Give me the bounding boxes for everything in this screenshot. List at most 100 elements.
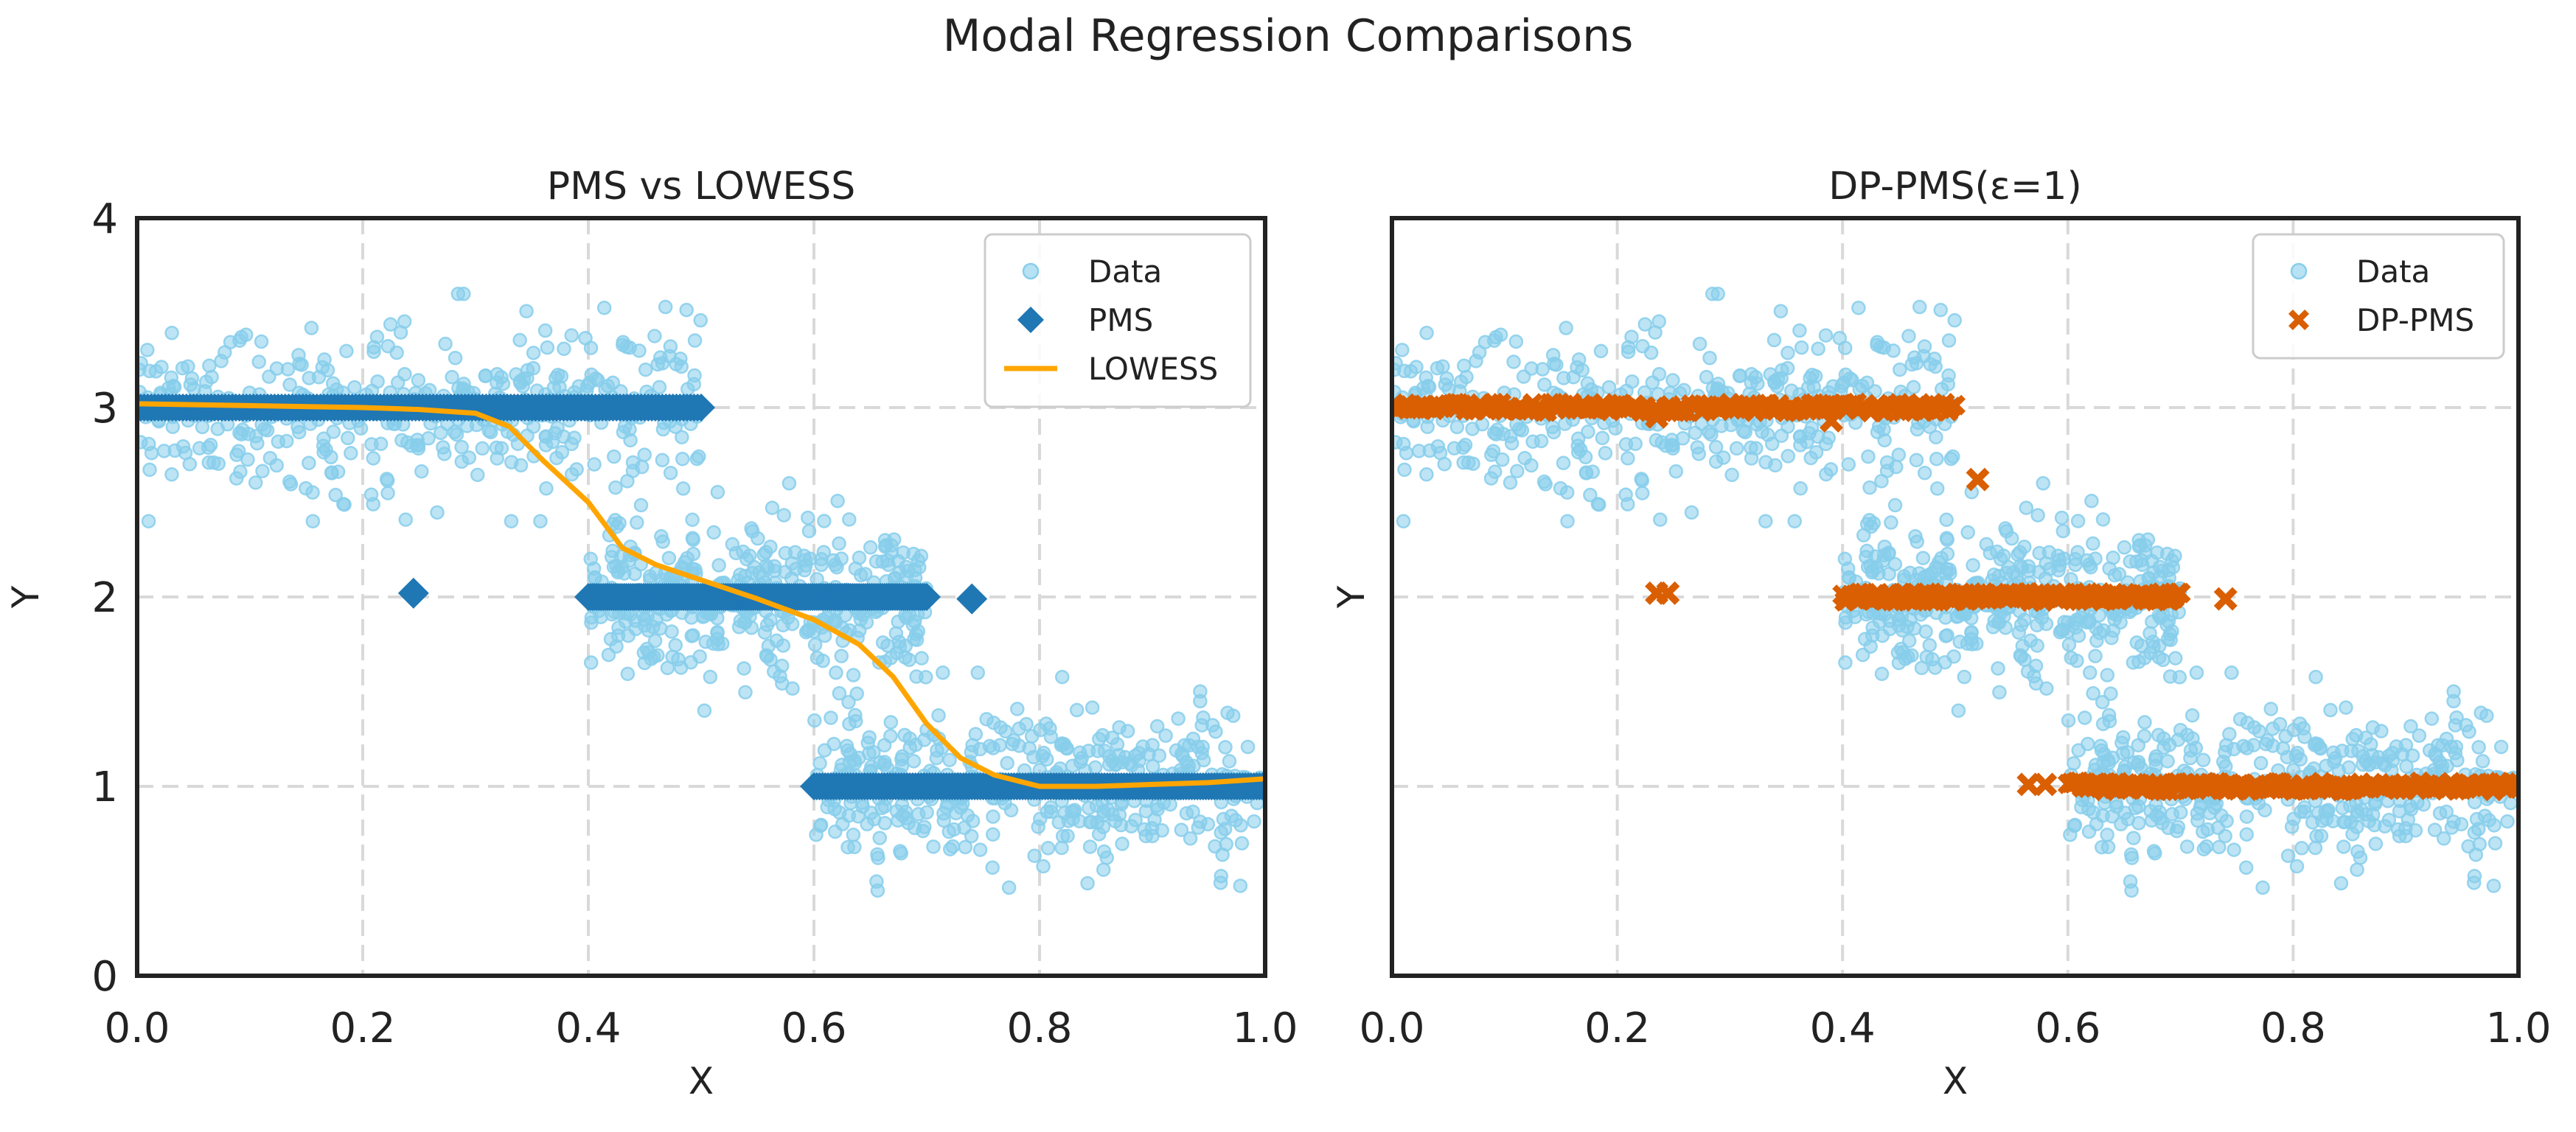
data-point: [282, 377, 297, 392]
data-point: [2151, 727, 2166, 743]
data-point: [1766, 332, 1782, 348]
data-point: [2069, 653, 2084, 668]
data-point: [1557, 416, 1573, 431]
data-point: [703, 669, 718, 685]
data-point: [2345, 827, 2360, 842]
data-point: [251, 354, 267, 369]
data-point: [1073, 755, 1088, 769]
x-tick-label: 0.2: [330, 1005, 395, 1052]
data-point: [2128, 800, 2143, 816]
data-point: [397, 314, 412, 329]
data-point: [1092, 732, 1107, 747]
data-point: [824, 710, 838, 725]
data-point: [1794, 340, 1809, 355]
data-point: [1909, 453, 1924, 468]
data-point: [756, 547, 771, 562]
data-point: [1684, 505, 1699, 520]
data-point: [540, 340, 555, 355]
data-point: [1893, 362, 1907, 377]
data-point: [2100, 828, 2114, 842]
data-point: [2148, 846, 2162, 861]
data-point: [655, 453, 670, 468]
data-point: [2086, 536, 2100, 551]
data-point: [906, 546, 921, 562]
dp-pms-outlier: [2213, 587, 2238, 611]
legend-label: LOWESS: [1088, 351, 1218, 387]
data-point: [1031, 820, 1045, 834]
x-tick-label: 0.6: [2035, 1005, 2100, 1052]
plot-area: [137, 287, 1265, 898]
data-point: [2255, 880, 2270, 895]
data-point: [2343, 798, 2358, 813]
x-tick-label: 0.8: [2260, 1005, 2326, 1052]
data-point: [588, 570, 602, 585]
data-point: [776, 508, 792, 523]
data-point: [654, 529, 669, 544]
data-point: [2189, 665, 2204, 680]
data-point: [1419, 325, 1434, 340]
data-point: [369, 329, 385, 344]
data-point: [1947, 312, 1962, 328]
data-point: [383, 317, 398, 332]
data-point: [1635, 486, 1650, 500]
data-point: [801, 523, 817, 539]
data-point: [373, 436, 389, 451]
data-point: [596, 301, 612, 315]
data-point: [2023, 633, 2039, 648]
data-point: [842, 512, 857, 527]
data-point: [1908, 529, 1923, 544]
data-point: [519, 304, 534, 318]
data-point: [1941, 333, 1957, 348]
data-point: [2232, 712, 2248, 727]
data-point: [1072, 814, 1087, 829]
data-point: [2308, 669, 2323, 685]
data-point: [739, 552, 754, 567]
data-point: [2431, 738, 2446, 753]
data-point: [1040, 841, 1056, 856]
legend-swatch: [2288, 310, 2309, 330]
x-tick-label: 0.4: [1810, 1005, 1876, 1052]
data-point: [1784, 383, 1799, 398]
y-axis-label: Y: [1330, 585, 1373, 609]
data-point: [2011, 625, 2027, 640]
panel-title: DP-PMS(ε=1): [1828, 164, 2082, 209]
data-point: [2280, 848, 2296, 863]
data-point: [1651, 366, 1667, 382]
data-point: [2218, 738, 2234, 752]
data-point: [304, 321, 319, 335]
data-point: [1951, 703, 1966, 718]
data-point: [1806, 380, 1821, 394]
data-point: [1704, 427, 1719, 442]
data-point: [2039, 616, 2054, 632]
data-point: [448, 350, 463, 366]
data-point: [1966, 558, 1980, 573]
x-tick-label: 0.0: [104, 1005, 170, 1052]
data-point: [366, 344, 381, 360]
data-point: [2101, 708, 2117, 723]
data-point: [642, 569, 658, 584]
data-point: [1887, 497, 1903, 513]
data-point: [2028, 676, 2044, 691]
data-point: [2196, 842, 2212, 857]
data-point: [2061, 713, 2076, 728]
data-point: [832, 686, 847, 701]
data-point: [141, 514, 156, 528]
data-point: [1724, 417, 1738, 433]
data-point: [1860, 559, 1876, 574]
data-point: [2095, 839, 2109, 855]
data-point: [914, 651, 929, 665]
data-point: [1886, 343, 1901, 358]
data-point: [142, 363, 157, 379]
data-point: [637, 447, 652, 462]
data-point: [2486, 878, 2502, 893]
data-point: [832, 536, 846, 551]
data-point: [1171, 711, 1186, 726]
data-point: [2424, 711, 2440, 726]
data-point: [353, 421, 369, 436]
data-point: [1688, 425, 1703, 441]
data-point: [2115, 746, 2131, 761]
data-point: [848, 708, 863, 723]
data-point: [1186, 804, 1200, 820]
data-point: [2036, 476, 2051, 491]
